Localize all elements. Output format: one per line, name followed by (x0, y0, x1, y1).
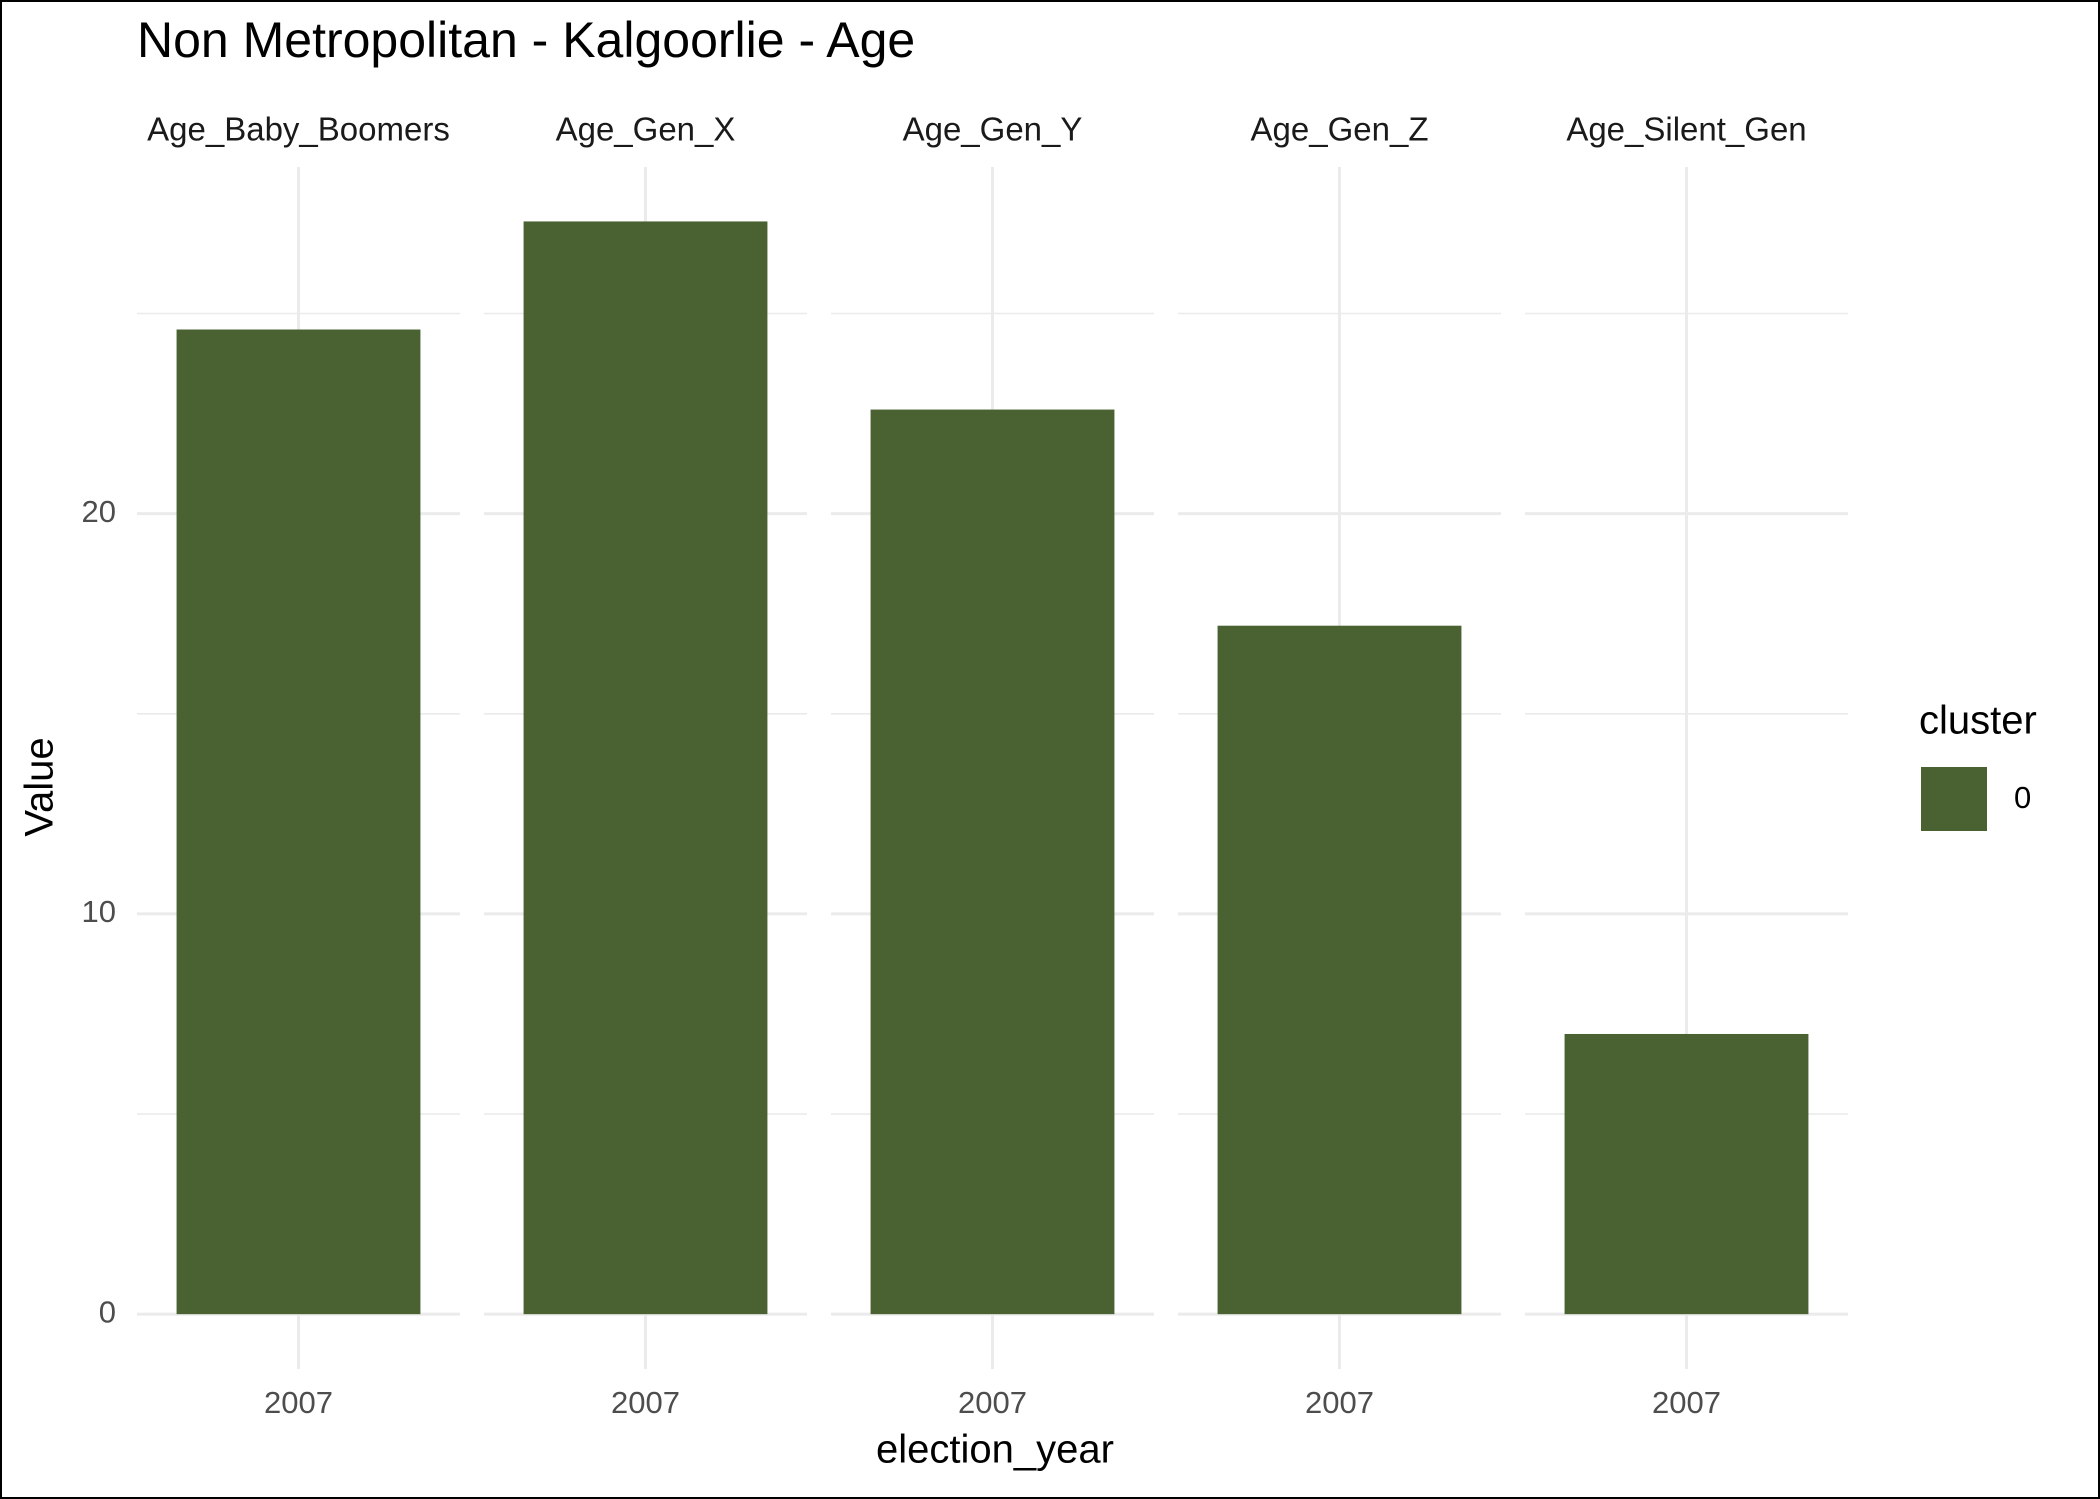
bar (1217, 625, 1462, 1315)
x-tick-label: 2007 (958, 1385, 1027, 1420)
y-tick-label: 20 (82, 494, 116, 529)
legend-key (1921, 767, 1987, 831)
bar (1564, 1033, 1809, 1315)
facet-label: Age_Gen_X (556, 111, 736, 148)
x-axis-title: election_year (876, 1428, 1114, 1472)
facet-label: Age_Baby_Boomers (147, 111, 450, 148)
facet-label: Age_Gen_Y (903, 111, 1083, 148)
legend-title: cluster (1919, 699, 2037, 743)
bar (176, 329, 421, 1315)
x-tick-label: 2007 (611, 1385, 680, 1420)
facet-label: Age_Silent_Gen (1566, 111, 1806, 148)
bar (523, 221, 768, 1315)
y-tick-label: 10 (82, 894, 116, 929)
x-tick-label: 2007 (264, 1385, 333, 1420)
x-tick-label: 2007 (1652, 1385, 1721, 1420)
facet-label: Age_Gen_Z (1251, 111, 1429, 148)
bar (870, 409, 1115, 1315)
y-tick-label: 0 (99, 1294, 116, 1329)
legend-label: 0 (2014, 780, 2031, 815)
y-axis-title: Value (18, 737, 62, 836)
x-tick-label: 2007 (1305, 1385, 1374, 1420)
chart-title: Non Metropolitan - Kalgoorlie - Age (137, 12, 915, 68)
